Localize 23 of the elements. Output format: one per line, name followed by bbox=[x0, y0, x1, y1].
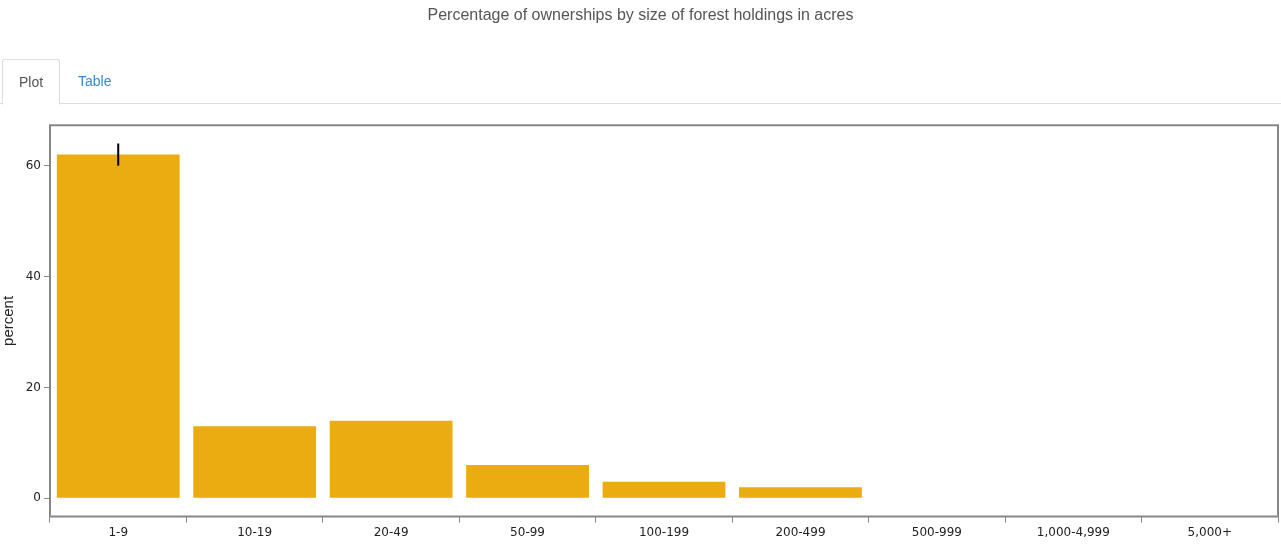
y-tick-label: 60 bbox=[25, 157, 41, 172]
x-tick-label: 10-19 bbox=[237, 524, 273, 539]
bar bbox=[602, 481, 726, 498]
x-tick-label: 100-199 bbox=[638, 524, 690, 539]
y-tick-label: 20 bbox=[25, 379, 41, 394]
chart-title: Percentage of ownerships by size of forest holdings in acres bbox=[426, 6, 855, 24]
bar bbox=[739, 487, 862, 498]
x-tick-label: 1-9 bbox=[108, 524, 129, 539]
x-tick-label: 500-999 bbox=[911, 524, 962, 539]
x-tick-label: 20-49 bbox=[373, 524, 409, 539]
y-tick-label: 40 bbox=[25, 268, 41, 283]
text: Plot bbox=[2, 59, 61, 105]
y-axis-title: percent bbox=[0, 295, 17, 346]
bar bbox=[329, 420, 453, 498]
bar bbox=[466, 465, 589, 498]
x-tick-label: 50-99 bbox=[510, 524, 545, 539]
bar bbox=[56, 154, 180, 498]
x-tick-label: 1,000-4,999 bbox=[1036, 524, 1110, 539]
text: Table bbox=[77, 72, 113, 91]
x-tick-label: 200-499 bbox=[775, 524, 826, 539]
x-tick-label: 5,000+ bbox=[1187, 524, 1232, 539]
y-tick-label: 0 bbox=[33, 490, 41, 505]
bar bbox=[193, 426, 317, 498]
